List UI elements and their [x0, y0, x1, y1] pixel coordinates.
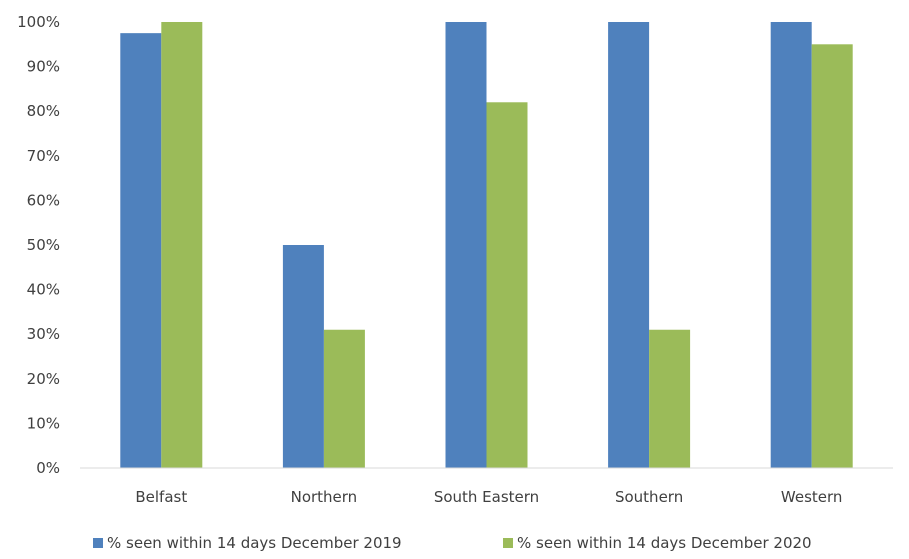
bar-belfast-series-2: [161, 22, 203, 468]
bar-northern-series-2: [323, 329, 365, 468]
bar-western-series-1: [770, 22, 812, 468]
bar-southern-series-2: [649, 329, 691, 468]
bar-belfast-series-1: [120, 33, 162, 469]
y-tick-label: 30%: [27, 325, 60, 343]
bar-western-series-2: [811, 44, 853, 469]
bar-northern-series-1: [282, 245, 324, 468]
x-tick-label: Western: [781, 488, 843, 506]
x-tick-label: South Eastern: [434, 488, 539, 506]
legend-label: % seen within 14 days December 2020: [517, 534, 812, 552]
legend: % seen within 14 days December 2019 % see…: [93, 534, 812, 552]
bar-south-eastern-series-2: [486, 102, 528, 468]
y-tick-label: 40%: [27, 281, 60, 299]
y-tick-label: 20%: [27, 370, 60, 388]
y-tick-label: 90%: [27, 58, 60, 76]
y-tick-label: 70%: [27, 147, 60, 165]
bar-south-eastern-series-1: [445, 22, 487, 468]
y-axis-labels: 0% 10% 20% 30% 40% 50% 60% 70% 80% 90% 100%: [17, 13, 60, 477]
legend-swatch: [503, 538, 513, 548]
y-tick-label: 0%: [36, 459, 60, 477]
y-tick-label: 100%: [17, 13, 60, 31]
y-tick-label: 10%: [27, 414, 60, 432]
bars-group: [120, 22, 853, 469]
x-axis-labels: Belfast Northern South Eastern Southern West…: [135, 488, 842, 506]
y-tick-label: 60%: [27, 191, 60, 209]
y-tick-label: 50%: [27, 236, 60, 254]
bar-southern-series-1: [608, 22, 650, 468]
legend-swatch: [93, 538, 103, 548]
legend-label: % seen within 14 days December 2019: [107, 534, 402, 552]
x-tick-label: Northern: [291, 488, 358, 506]
y-tick-label: 80%: [27, 102, 60, 120]
x-tick-label: Southern: [615, 488, 683, 506]
x-tick-label: Belfast: [135, 488, 187, 506]
